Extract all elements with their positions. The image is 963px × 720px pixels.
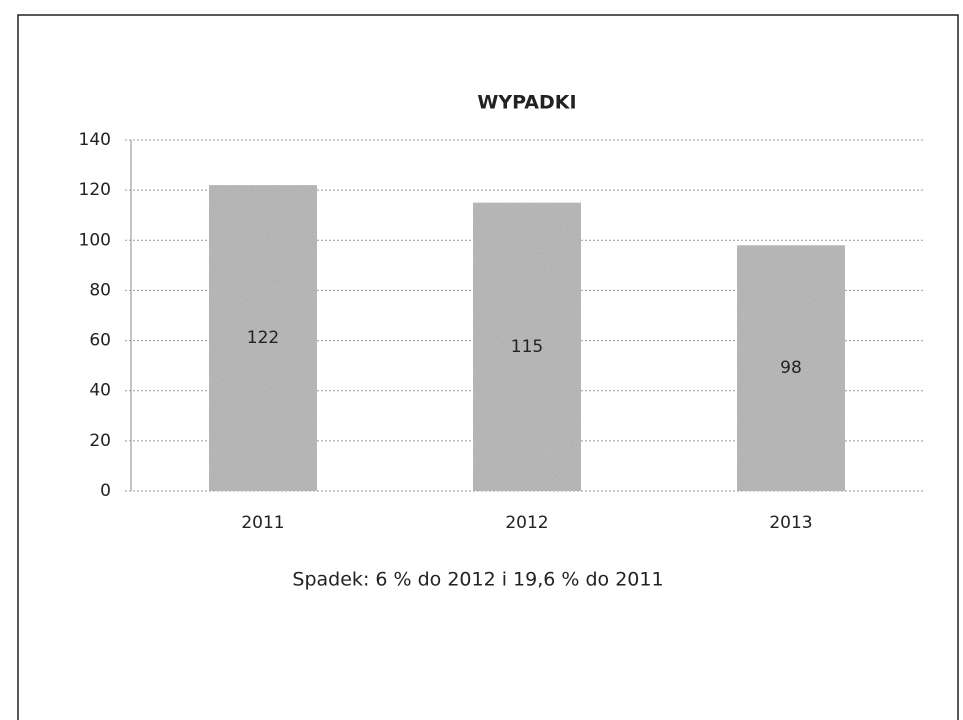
- data-label: 122: [247, 328, 279, 348]
- data-label: 115: [511, 337, 543, 357]
- y-tick-label: 0: [100, 481, 111, 501]
- y-tick-label: 20: [89, 431, 111, 451]
- y-tick-label: 120: [79, 180, 111, 200]
- y-tick-label: 80: [89, 280, 111, 300]
- y-tick-label: 100: [79, 230, 111, 250]
- y-tick-label: 40: [89, 381, 111, 401]
- x-tick-label: 2013: [769, 513, 812, 533]
- annotation: Spadek: 6 % do 2012 i 19,6 % do 2011: [292, 569, 663, 591]
- y-tick-label: 140: [79, 130, 111, 150]
- x-tick-label: 2011: [241, 513, 284, 533]
- bar: [473, 202, 581, 491]
- frame: [17, 14, 959, 720]
- y-tick-label: 60: [89, 331, 111, 351]
- x-tick-label: 2012: [505, 513, 548, 533]
- bar: [737, 245, 845, 491]
- bar: [209, 185, 317, 491]
- data-label: 98: [780, 358, 802, 378]
- chart-title: WYPADKI: [477, 92, 576, 114]
